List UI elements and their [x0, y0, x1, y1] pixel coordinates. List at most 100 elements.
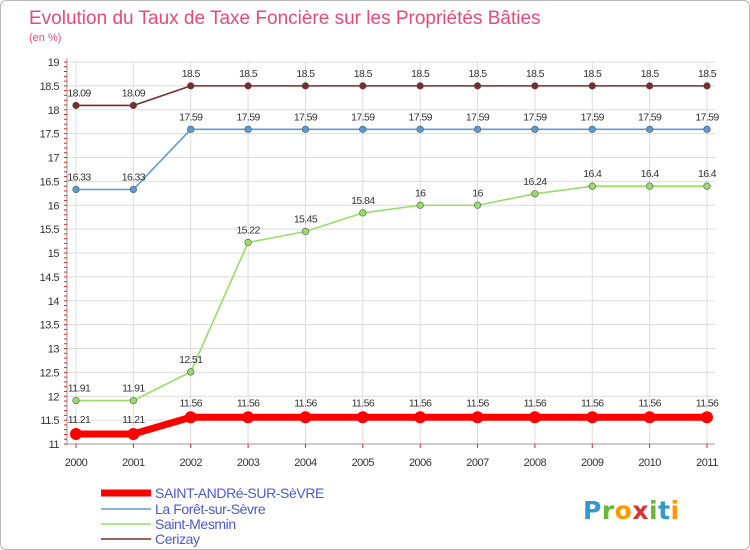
data-point: [72, 101, 80, 110]
data-point: [473, 125, 482, 133]
data-point: [416, 82, 424, 90]
grid: [67, 61, 715, 445]
data-label: 17.59: [638, 111, 662, 123]
data-point: [359, 209, 367, 217]
legend-entry: La Forêt-sur-Sèvre: [155, 501, 266, 517]
data-label: 17.59: [294, 111, 318, 123]
data-label: 18.5: [469, 68, 488, 80]
y-tick-label: 16: [48, 200, 60, 212]
data-label: 17.59: [466, 111, 490, 123]
y-tick-label: 14: [48, 296, 60, 308]
x-tick-label: 2009: [581, 457, 604, 469]
data-label: 11.56: [294, 397, 317, 409]
data-label: 11.56: [352, 397, 375, 409]
x-tick-label: 2002: [179, 457, 202, 469]
data-label: 11.21: [68, 414, 91, 426]
y-tick-label: 18: [48, 105, 60, 117]
x-tick-label: 2004: [294, 457, 317, 469]
data-point: [129, 396, 137, 405]
series-lines: [70, 82, 713, 440]
data-label: 11.56: [466, 397, 489, 409]
data-point: [187, 82, 195, 90]
data-point: [588, 82, 596, 90]
y-tick-label: 12.5: [40, 367, 60, 379]
data-point: [184, 411, 197, 424]
x-tick-label: 2003: [237, 457, 260, 469]
data-label: 16.4: [641, 168, 660, 180]
y-tick-label: 18.5: [40, 81, 60, 93]
data-label: 17.59: [351, 111, 375, 123]
data-point: [244, 82, 252, 90]
data-point: [473, 201, 482, 209]
x-tick-label: 2006: [409, 457, 432, 469]
data-label: 11.56: [237, 397, 260, 409]
data-label: 16: [472, 187, 483, 199]
data-point: [643, 411, 656, 424]
legend-entry: SAINT-ANDRé-SUR-SèVRE: [155, 485, 324, 501]
data-point: [646, 182, 654, 190]
x-tick-label: 2008: [524, 457, 547, 469]
data-point: [127, 427, 140, 440]
data-label: 18.09: [67, 87, 91, 99]
data-labels: 11.21 11.21 11.56 11.56 11.56 11.56 11.56 11.56…: [67, 68, 720, 426]
y-tick-label: 15.5: [40, 224, 60, 236]
data-point: [187, 368, 195, 376]
data-label: 15.84: [351, 195, 375, 207]
data-label: 16.4: [583, 168, 602, 180]
x-tick-label: 2000: [65, 457, 88, 469]
axes: 11 11.5 12 12.5 13 13.5 14 14.5 15 15.5 16 16.5 17 17…: [40, 57, 719, 469]
data-point: [301, 82, 310, 90]
data-label: 17.59: [409, 111, 433, 123]
x-tick-label: 2010: [638, 457, 661, 469]
data-point: [72, 396, 80, 405]
data-label: 12.51: [179, 354, 203, 366]
data-point: [471, 411, 484, 424]
data-label: 11.91: [68, 383, 91, 395]
data-label: 17.59: [695, 111, 719, 123]
y-tick-label: 19: [48, 57, 60, 69]
data-point: [129, 185, 137, 194]
data-point: [416, 201, 424, 209]
data-point: [187, 125, 195, 133]
chart-subtitle: (en %): [29, 32, 61, 44]
data-point: [129, 101, 137, 110]
x-tick-label: 2011: [696, 457, 718, 469]
data-point: [359, 125, 367, 133]
data-point: [359, 82, 367, 90]
data-label: 18.5: [239, 68, 258, 80]
data-label: 11.56: [696, 397, 719, 409]
data-point: [646, 125, 654, 133]
data-point: [301, 125, 310, 133]
data-point: [703, 82, 711, 90]
y-tick-label: 17.5: [40, 129, 60, 141]
data-point: [531, 190, 539, 198]
data-label: 16.33: [122, 171, 146, 183]
data-label: 18.5: [182, 68, 201, 80]
data-point: [416, 125, 424, 133]
data-point: [70, 427, 82, 440]
x-tick-label: 2005: [352, 457, 375, 469]
data-label: 18.5: [526, 68, 545, 80]
data-label: 11.56: [524, 397, 547, 409]
data-point: [414, 411, 427, 424]
logo-text: Proxiti: [583, 496, 680, 525]
data-label: 16: [415, 187, 426, 199]
data-label: 18.5: [411, 68, 430, 80]
data-point: [703, 182, 711, 190]
data-label: 18.5: [698, 68, 717, 80]
data-label: 11.56: [638, 397, 661, 409]
data-point: [356, 411, 369, 424]
data-label: 15.45: [294, 214, 318, 226]
data-point: [646, 82, 654, 90]
legend-entry: Saint-Mesmin: [155, 516, 236, 532]
data-label: 18.5: [296, 68, 315, 80]
data-point: [301, 227, 310, 236]
data-point: [244, 238, 252, 247]
legend-entry: Cerizay: [155, 531, 200, 547]
data-label: 17.59: [581, 111, 605, 123]
y-tick-label: 13.5: [40, 320, 60, 332]
x-tick-label: 2001: [122, 457, 145, 469]
y-tick-label: 15: [48, 248, 60, 260]
